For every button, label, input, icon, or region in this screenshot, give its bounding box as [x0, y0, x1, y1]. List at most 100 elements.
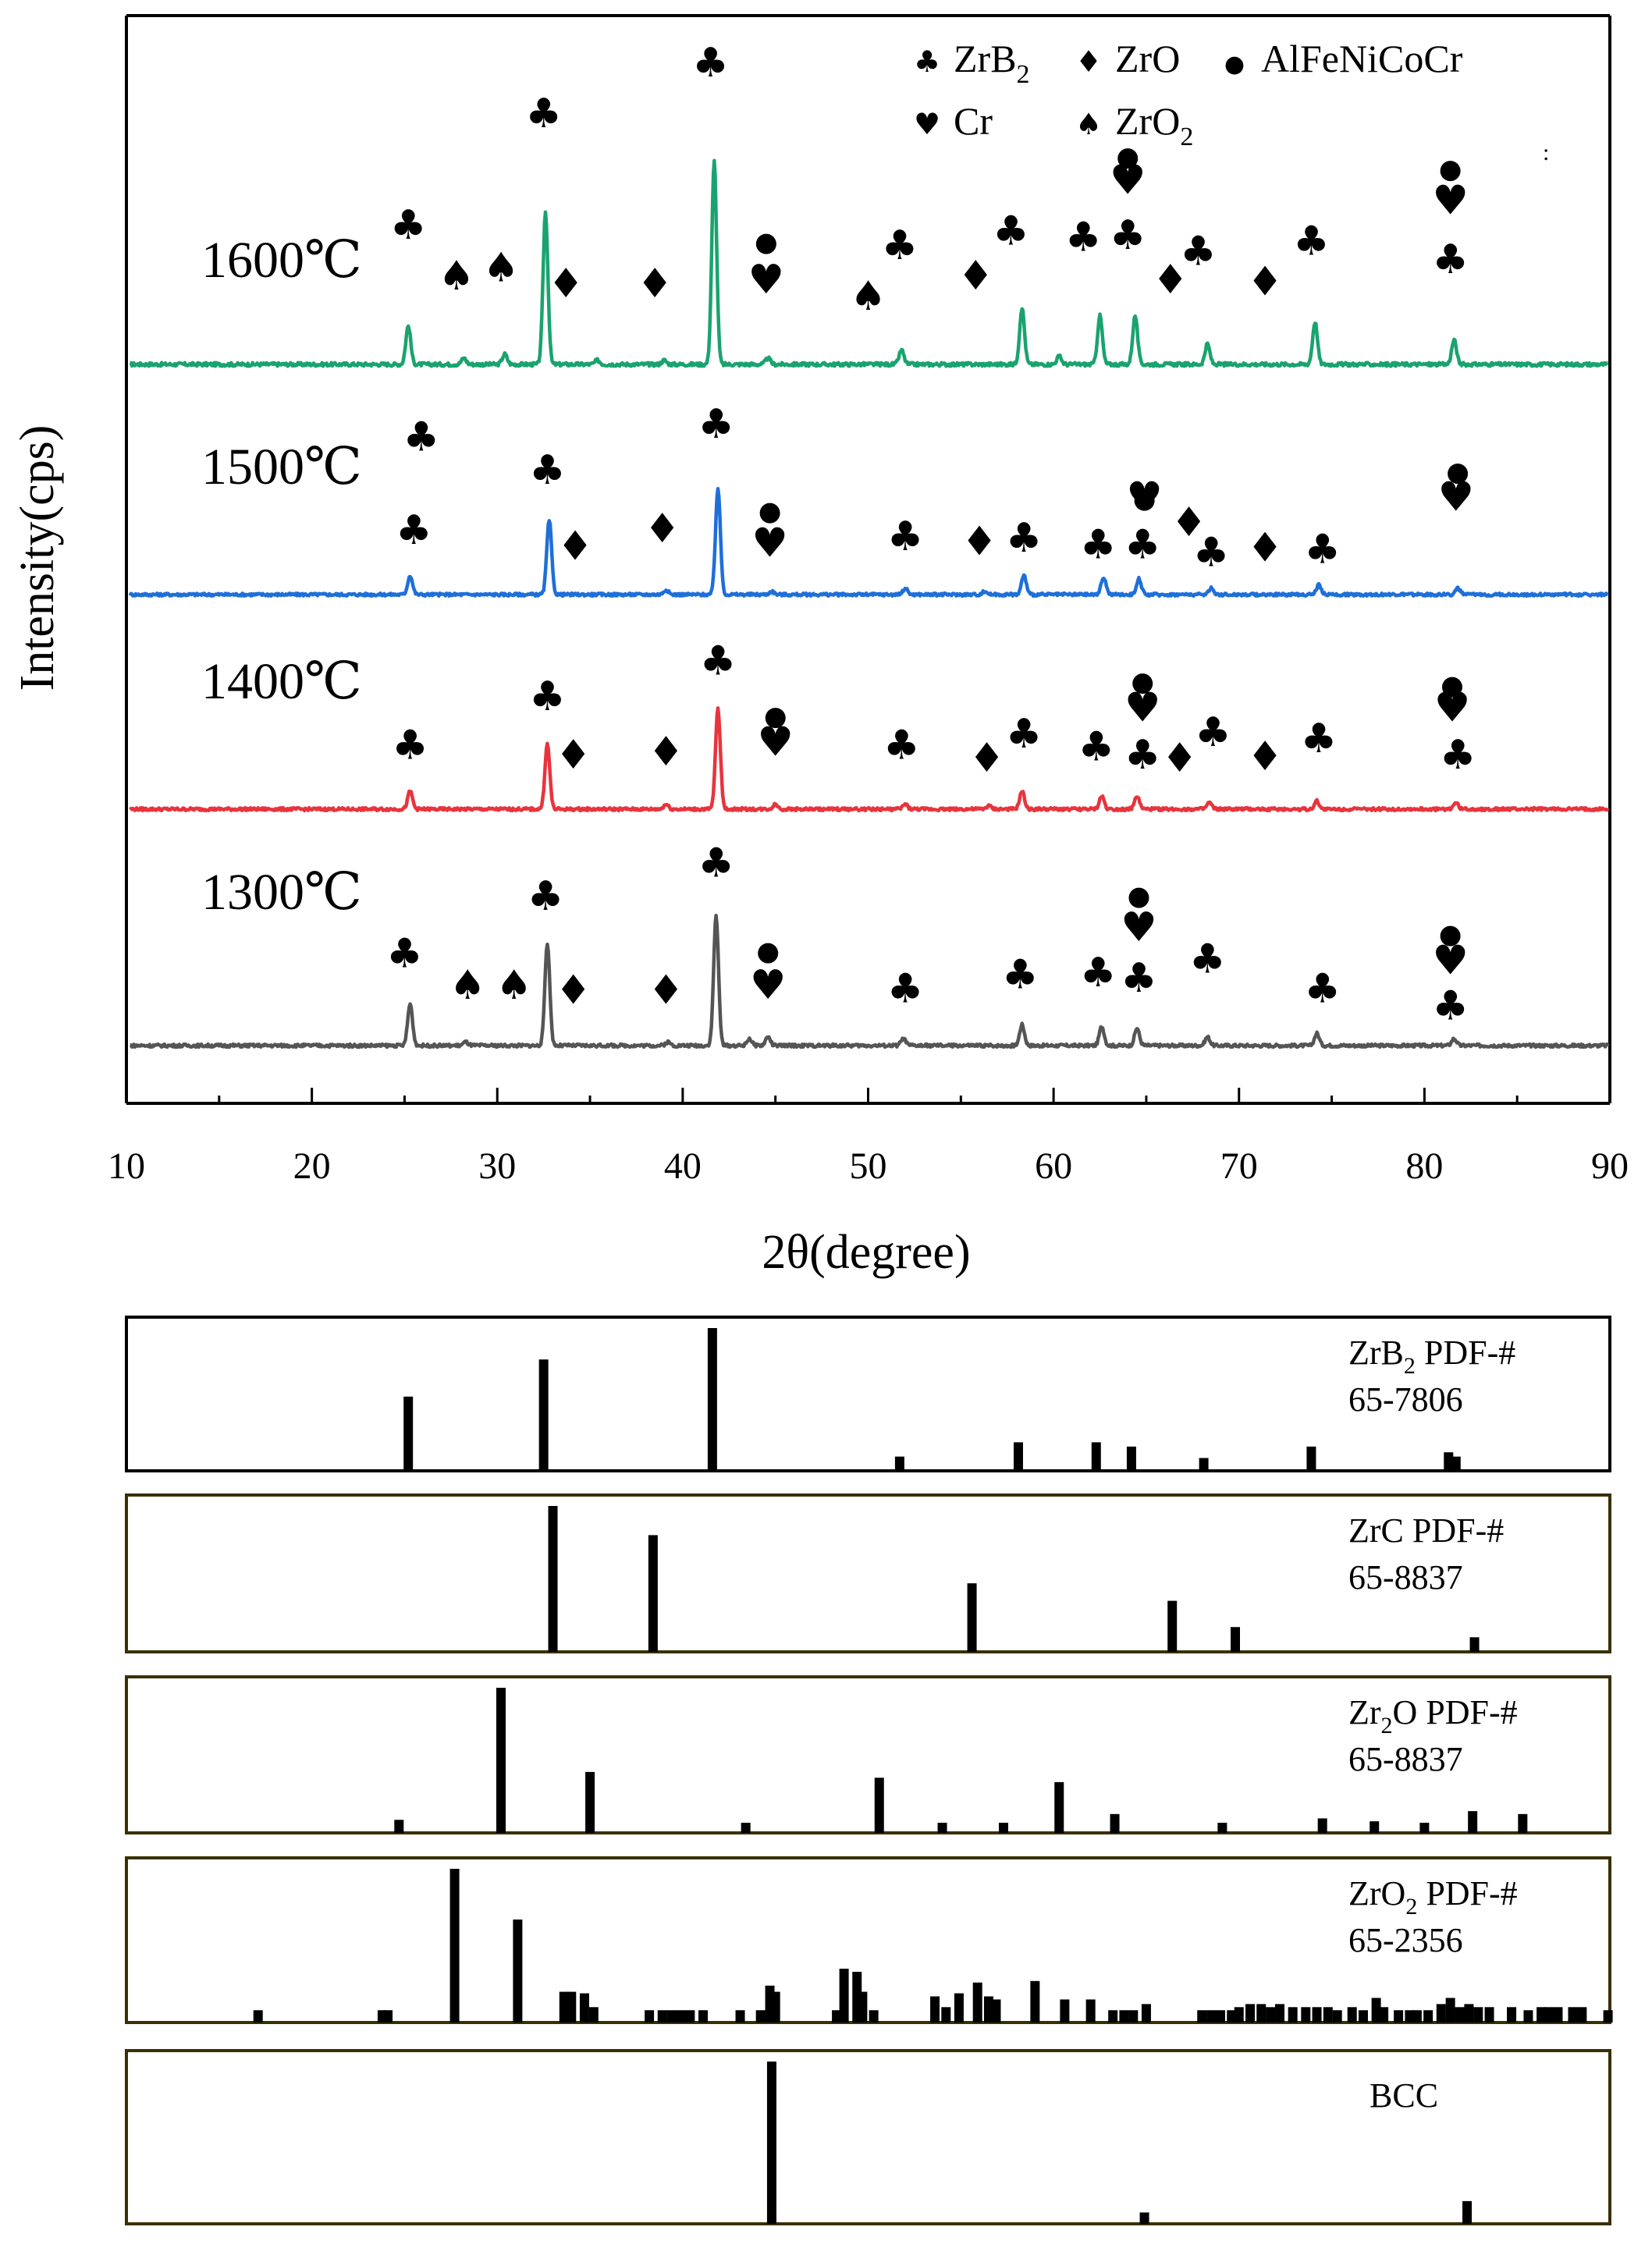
reference-peak-bar	[1128, 2010, 1139, 2023]
reference-label-name: BCC	[1370, 2076, 1438, 2115]
reference-label-name: ZrC	[1348, 1511, 1404, 1550]
reference-peak-bar	[1199, 1458, 1209, 1471]
x-tick-label: 50	[850, 1145, 887, 1187]
reference-peak-bar	[1215, 2010, 1225, 2023]
reference-peak-bar	[1167, 1600, 1178, 1652]
reference-peak-bar	[755, 2010, 766, 2023]
phase-marker: ♣	[698, 401, 734, 448]
phase-marker: ♣	[882, 222, 918, 269]
phase-annotations: ♣♠ ♠♣♦ ♦♣●♥ ♠♣♦♣ ♣●♥♣♦♣♦♣●♥♣♣♣♣♦ ♦♣●♥ ♣ ♦ ♣ ♣●♥♣ ♦…	[386, 40, 1476, 1030]
x-tick-label: 40	[664, 1145, 702, 1187]
phase-marker: ♦	[961, 518, 998, 565]
reference-peak-bar	[1317, 1818, 1327, 1833]
legend-symbol: ♥	[914, 107, 940, 141]
reference-label-suffix: PDF-#	[1417, 1874, 1517, 1912]
reference-peak-bar	[1553, 2007, 1563, 2023]
reference-peak-bar	[513, 1920, 523, 2023]
reference-peak-bar	[1230, 1627, 1240, 1652]
reference-label-name: ZrB	[1348, 1334, 1404, 1372]
reference-peak-bar	[967, 1583, 977, 1652]
reference-peak-bar	[1423, 2010, 1434, 2023]
x-tick-label: 70	[1220, 1145, 1258, 1187]
reference-peak-bar	[1126, 1446, 1136, 1471]
reference-peak-bar	[1444, 1452, 1454, 1471]
reference-peak-bar	[1484, 2007, 1494, 2023]
reference-peak-bar	[858, 1991, 868, 2023]
phase-marker: ♥	[751, 520, 788, 566]
xrd-trace-line	[129, 706, 1610, 813]
reference-label-code: 65-8837	[1348, 1740, 1463, 1778]
phase-marker: ♦	[637, 261, 673, 307]
reference-peak-bar	[559, 1991, 569, 2023]
phase-marker: ♣	[700, 637, 737, 684]
legend-label: ZrO2	[1115, 99, 1193, 151]
reference-peak-bar	[685, 2010, 695, 2023]
reference-peak-bar	[1473, 2007, 1483, 2023]
phase-marker: ♦	[1247, 259, 1284, 306]
reference-panel: ZrB2 PDF-#65-7806	[125, 1316, 1611, 1472]
phase-marker: ♠	[439, 253, 475, 300]
phase-marker: ●	[756, 936, 780, 968]
phase-marker: ♣	[1293, 218, 1330, 265]
reference-label-code: 65-7806	[1348, 1380, 1463, 1419]
phase-marker: ●	[764, 701, 787, 732]
reference-peak-bar	[698, 2010, 709, 2023]
phase-marker: ♦	[644, 506, 680, 552]
reference-peak-bar	[1436, 2004, 1446, 2023]
x-axis-ticks: 10 20 30 40 50 60 70 80 90	[108, 1088, 1629, 1187]
phase-marker: ♦	[555, 967, 592, 1014]
reference-peak-bar	[496, 1688, 506, 1833]
reference-peak-bar	[741, 1822, 751, 1833]
phase-marker: ♥	[757, 719, 794, 765]
phase-marker: ♠	[850, 273, 886, 320]
legend-symbol: ●	[1224, 51, 1245, 78]
x-axis-label: 2θ(degree)	[762, 1226, 970, 1279]
reference-peak-bar	[1288, 2007, 1298, 2023]
reference-peak-bar	[588, 2007, 599, 2023]
reference-panel: Zr2O PDF-#65-8837	[125, 1675, 1611, 1834]
reference-peak-bar	[1197, 2010, 1207, 2023]
reference-peak-bar	[998, 1822, 1008, 1833]
reference-peak-bar	[1085, 1999, 1096, 2023]
legend-symbol: ♣	[914, 44, 940, 79]
xrd-trace-line	[129, 158, 1609, 368]
reference-label-subscript: 2	[1381, 1713, 1393, 1738]
phase-marker: ♣	[1006, 515, 1043, 562]
phase-marker: ♦	[957, 253, 994, 300]
y-axis-label: Intensity(cps)	[11, 425, 64, 691]
reference-peak-bar	[585, 1771, 595, 1833]
legend-label-subscript: 2	[1180, 123, 1193, 151]
phase-marker: ●	[1439, 154, 1462, 185]
phase-marker: ♦	[968, 735, 1005, 782]
phase-marker: ♣	[1195, 709, 1231, 756]
phase-marker: ♠	[483, 244, 520, 291]
phase-marker: ♣	[1189, 936, 1226, 982]
reference-peak-bar	[648, 1535, 658, 1652]
phase-marker: ♣	[528, 873, 564, 920]
legend-label-text: ZrB	[954, 37, 1017, 80]
reference-peak-bar	[1323, 2007, 1333, 2023]
phase-marker: ♣	[525, 91, 562, 137]
reference-peak-bar	[1234, 2007, 1244, 2023]
phase-marker: ♣	[1078, 724, 1114, 771]
reference-peak-bar	[579, 1993, 589, 2023]
x-tick-label: 80	[1405, 1145, 1443, 1187]
reference-peak-bar	[766, 2062, 776, 2224]
phase-marker: ♣	[529, 447, 566, 494]
phase-marker: ♦	[1153, 257, 1189, 304]
reference-peak-bar	[1108, 2010, 1118, 2023]
phase-marker: ♣	[386, 931, 423, 978]
reference-label-code: 65-2356	[1348, 1921, 1463, 1959]
phase-marker: ♦	[557, 523, 594, 570]
reference-peak-bar	[1119, 2010, 1129, 2023]
phase-marker: ♣	[1124, 732, 1161, 779]
reference-label-name: Zr	[1348, 1693, 1381, 1731]
reference-peak-bar	[1518, 1813, 1528, 1833]
reference-peak-bar	[991, 1999, 1001, 2023]
reference-peak-bar	[1603, 2010, 1613, 2023]
legend-label: AlFeNiCoCr	[1261, 37, 1463, 80]
reference-peak-bar	[1523, 2010, 1533, 2023]
reference-peak-bar	[567, 1991, 577, 2023]
reference-label-code: 65-8837	[1348, 1558, 1463, 1596]
reference-peak-bar	[1537, 2007, 1547, 2023]
